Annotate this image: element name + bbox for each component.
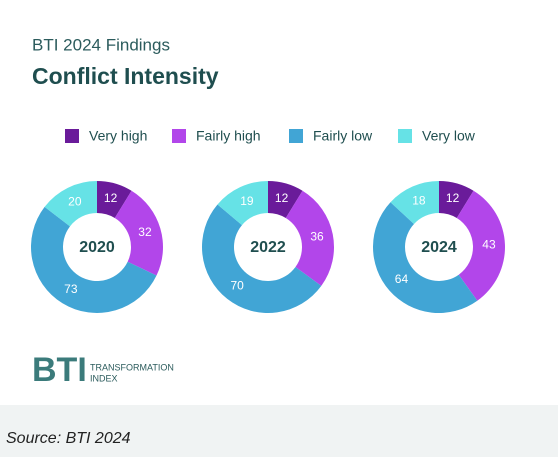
data-label: 32: [138, 225, 152, 239]
donut-segment: [372, 202, 478, 314]
data-label: 12: [104, 191, 118, 205]
legend-label: Fairly high: [196, 128, 261, 144]
legend-label: Very low: [422, 128, 476, 144]
donut-segment: [97, 181, 132, 219]
legend-swatch: [172, 129, 186, 143]
data-label: 70: [230, 279, 244, 293]
legend-label: Fairly low: [313, 128, 373, 144]
data-label: 73: [64, 282, 78, 296]
data-label: 43: [482, 237, 496, 251]
legend-swatch: [65, 129, 79, 143]
logo-text: INDEX: [90, 373, 118, 383]
donut-segment: [285, 190, 334, 286]
chart-title: Conflict Intensity: [32, 63, 219, 89]
data-label: 12: [446, 191, 460, 205]
donut-segment: [202, 204, 322, 313]
data-label: 64: [395, 272, 409, 286]
data-label: 12: [275, 191, 289, 205]
legend-swatch: [289, 129, 303, 143]
donut-segment: [439, 181, 474, 219]
donut-center-label: 2024: [421, 239, 457, 256]
footer-band: [0, 405, 558, 457]
data-label: 20: [68, 194, 82, 208]
legend-swatch: [398, 129, 412, 143]
donut-center-label: 2020: [79, 239, 115, 256]
donut-segment: [44, 181, 97, 227]
donut-segment: [268, 181, 303, 219]
legend-label: Very high: [89, 128, 147, 144]
donut-segment: [30, 206, 157, 314]
logo-text: TRANSFORMATION: [90, 362, 174, 372]
donut-segment: [114, 190, 163, 276]
donut-segment: [390, 181, 439, 224]
data-label: 19: [240, 194, 254, 208]
data-label: 18: [412, 193, 426, 207]
donut-center-label: 2022: [250, 239, 286, 256]
donut-segment: [217, 180, 268, 226]
donut-segment: [456, 190, 505, 301]
chart-subtitle: BTI 2024 Findings: [32, 35, 170, 54]
logo-mark: BTI: [32, 351, 87, 389]
data-label: 36: [310, 229, 324, 243]
source: Source: BTI 2024: [6, 430, 131, 447]
